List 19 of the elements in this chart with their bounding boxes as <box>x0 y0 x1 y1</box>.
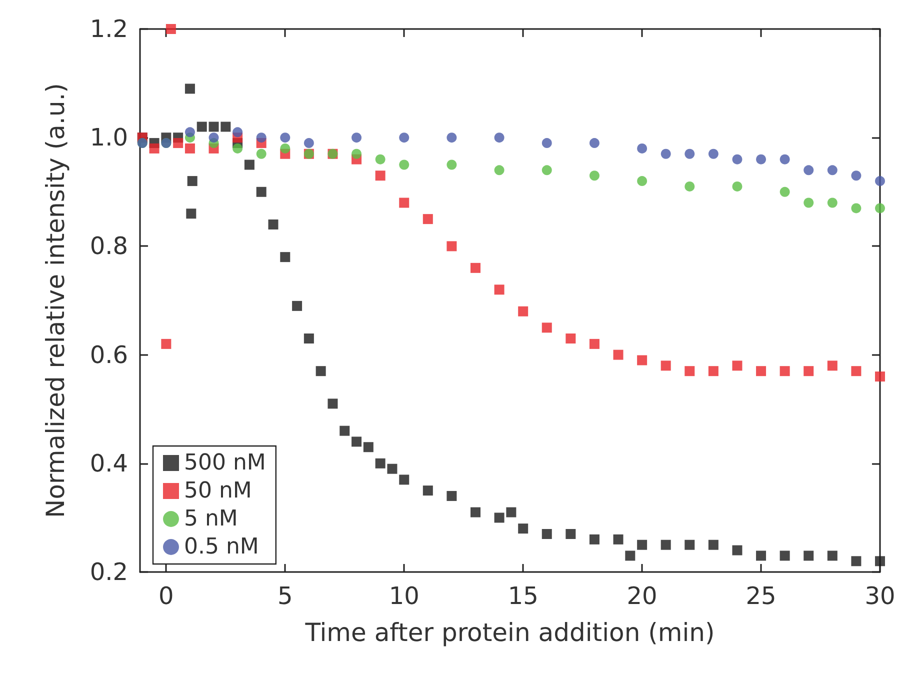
x-tick-label: 20 <box>626 582 658 610</box>
x-tick-label: 5 <box>278 582 293 610</box>
legend-label: 5 nM <box>184 506 238 532</box>
x-tick-label: 10 <box>388 582 420 610</box>
x-axis-title: Time after protein addition (min) <box>304 618 715 647</box>
y-tick-label: 1.0 <box>90 124 128 152</box>
y-tick-label: 0.8 <box>90 232 128 260</box>
legend-label: 0.5 nM <box>184 534 259 560</box>
y-tick-label: 0.6 <box>90 340 128 369</box>
y-tick-label: 0.4 <box>90 449 128 478</box>
legend-label: 50 nM <box>184 478 252 504</box>
x-tick-label: 0 <box>158 582 174 610</box>
x-tick-label: 15 <box>508 582 538 610</box>
y-tick-label: 0.2 <box>90 558 128 586</box>
y-tick-label: 1.2 <box>90 15 128 43</box>
x-tick-label: 30 <box>864 582 896 610</box>
y-axis-title: Normalized relative intensity (a.u.) <box>41 83 70 518</box>
x-tick-label: 25 <box>746 582 776 610</box>
legend-label: 500 nM <box>184 450 266 476</box>
